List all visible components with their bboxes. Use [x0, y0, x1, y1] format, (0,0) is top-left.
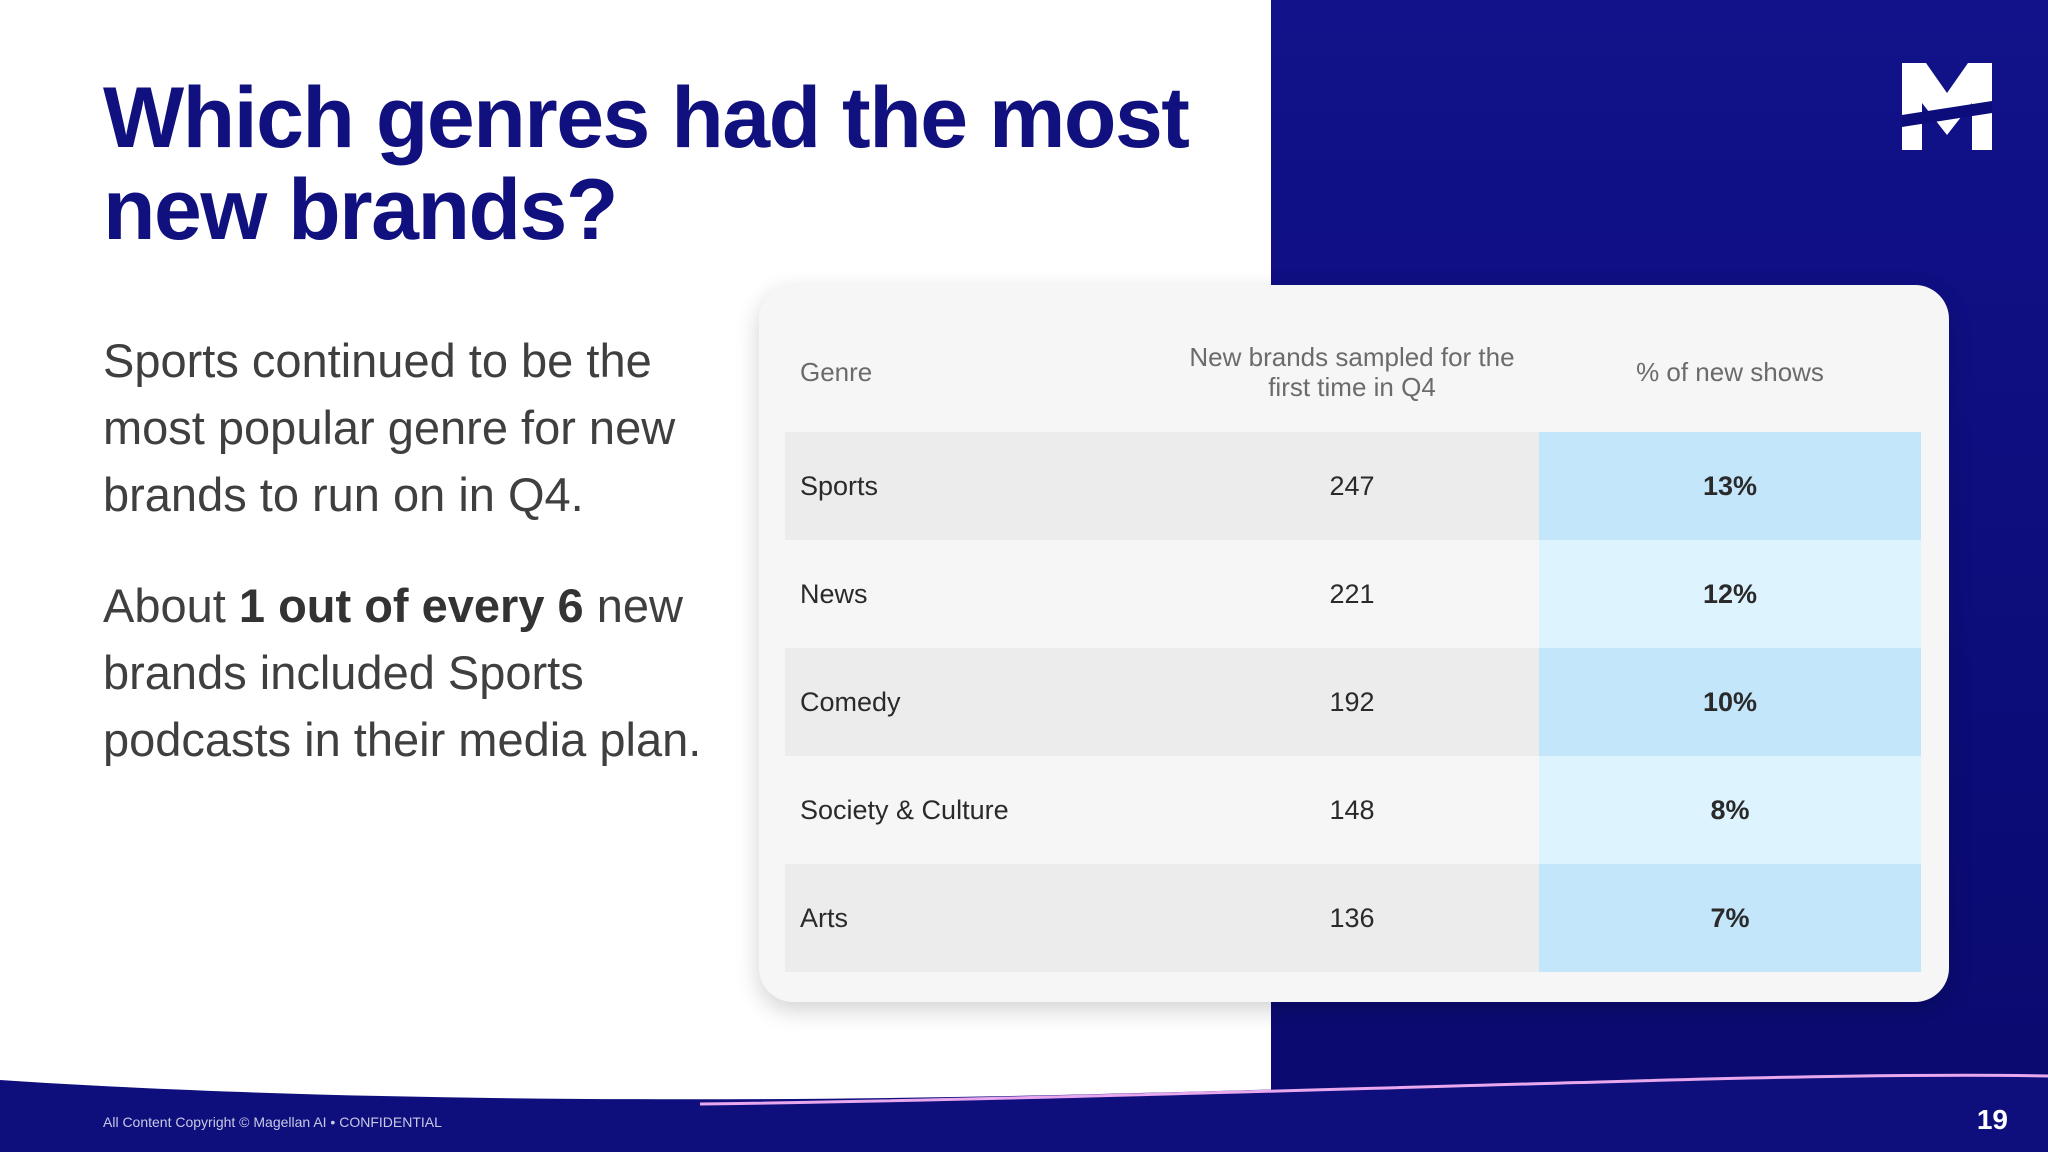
new-brands-cell: 148 [1329, 794, 1375, 825]
genre-table-card: Genre New brands sampled for the first t… [759, 285, 1949, 1002]
table-header: Genre New brands sampled for the first t… [785, 312, 1921, 432]
header-new-brands: New brands sampled for the first time in… [1189, 342, 1515, 402]
genre-table: Genre New brands sampled for the first t… [785, 312, 1921, 972]
pct-cell: 7% [1539, 864, 1921, 972]
header-genre: Genre [800, 357, 873, 387]
pct-cell: 8% [1539, 756, 1921, 864]
table-row: Sports 247 13% [785, 432, 1921, 540]
body-paragraph-2: About 1 out of every 6 new brands includ… [103, 572, 703, 773]
new-brands-cell: 136 [1329, 902, 1375, 933]
new-brands-cell: 221 [1329, 578, 1375, 609]
body-paragraph-2-highlight: 1 out of every 6 [238, 579, 584, 632]
new-brands-cell: 192 [1329, 686, 1375, 717]
new-brands-cell: 247 [1329, 470, 1375, 501]
pct-cell: 13% [1539, 432, 1921, 540]
slide-title: Which genres had the most new brands? [103, 70, 1190, 258]
genre-cell: Comedy [800, 686, 901, 717]
genre-cell: Sports [800, 470, 879, 501]
body-paragraph-1: Sports continued to be the most popular … [103, 334, 676, 521]
body-paragraph-2-suffix: new brands included Sports podcasts in t… [103, 579, 702, 766]
table-row: Society & Culture 148 8% [785, 756, 1921, 864]
header-pct-new-shows: % of new shows [1636, 357, 1824, 387]
magellan-logo-icon [1902, 63, 1992, 150]
genre-cell: Arts [800, 902, 849, 933]
genre-cell: Society & Culture [800, 794, 1009, 825]
page-number: 19 [1976, 1104, 2008, 1135]
footer-wave [0, 1073, 2048, 1152]
pct-cell: 10% [1539, 648, 1921, 756]
footer-copyright: All Content Copyright © Magellan AI • CO… [103, 1114, 442, 1130]
genre-cell: News [800, 578, 868, 609]
table-row: Arts 136 7% [785, 864, 1921, 972]
pct-cell: 12% [1539, 540, 1921, 648]
table-row: News 221 12% [785, 540, 1921, 648]
body-paragraph-2-prefix: About [103, 579, 239, 632]
table-row: Comedy 192 10% [785, 648, 1921, 756]
body-text: Sports continued to be the most popular … [103, 327, 703, 773]
